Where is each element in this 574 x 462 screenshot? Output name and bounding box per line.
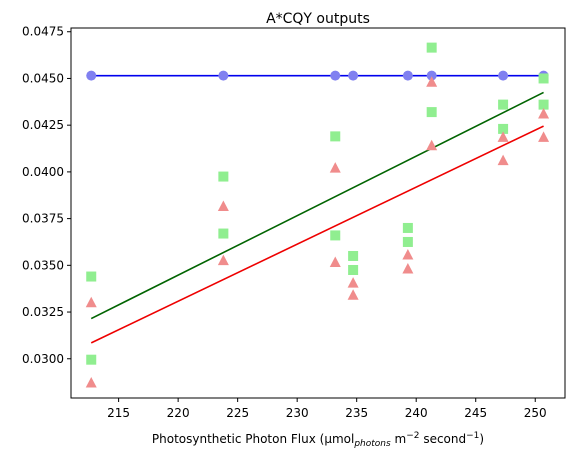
series-2-point (217, 254, 229, 266)
x-axis-label-suffix: ) (479, 432, 484, 446)
series-2-point (426, 76, 438, 87)
x-axis-label-mid2: second (420, 432, 467, 446)
series-1-point (348, 250, 359, 261)
x-tick-label: 250 (524, 406, 547, 420)
series-1-point (86, 271, 97, 282)
chart-title: A*CQY outputs (266, 11, 370, 27)
series-2-point (329, 162, 341, 173)
series-1-point (426, 107, 437, 118)
series-1-point (538, 99, 549, 110)
x-tick-label: 245 (464, 406, 487, 420)
series-1-point (218, 171, 229, 182)
series-2-point (497, 131, 509, 142)
series-0-point (218, 70, 229, 81)
x-axis-label-sup1: −2 (406, 431, 419, 441)
x-tick-label: 215 (107, 406, 130, 420)
y-tick-label: 0.0350 (22, 258, 64, 272)
x-tick-label: 240 (405, 406, 428, 420)
y-tick-label: 0.0450 (22, 71, 64, 85)
series-2-point (347, 289, 359, 300)
y-tick-label: 0.0325 (22, 305, 64, 319)
x-tick-label: 235 (345, 406, 368, 420)
y-tick-label: 0.0475 (22, 25, 64, 39)
series-2-point (329, 256, 341, 268)
series-1-point (538, 73, 549, 84)
x-axis-label: Photosynthetic Photon Flux (µmolphotons … (152, 431, 484, 449)
x-tick-label: 225 (226, 406, 249, 420)
series-2-point (426, 139, 438, 151)
series-0-point (348, 70, 359, 81)
x-axis-label-prefix: Photosynthetic Photon Flux (µmol (152, 432, 354, 446)
y-tick-label: 0.0425 (22, 118, 64, 132)
series-2-point (402, 263, 414, 274)
series-2-point (85, 296, 97, 308)
series-0-point (86, 70, 97, 81)
series-2-point (497, 154, 509, 166)
series-0-point (402, 70, 413, 81)
fit-line-1 (90, 91, 544, 320)
x-tick-label: 230 (286, 406, 309, 420)
fit-line-2 (90, 125, 544, 344)
x-tick-label: 220 (167, 406, 190, 420)
series-2-point (402, 249, 414, 260)
series-2-point (538, 107, 550, 119)
series-1-point (86, 354, 97, 365)
y-tick-label: 0.0300 (22, 352, 64, 366)
series-1-point (498, 123, 509, 134)
series-1-point (348, 264, 359, 275)
y-tick-label: 0.0400 (22, 165, 64, 179)
series-1-point (402, 222, 413, 233)
x-axis: 215 220 225 230 235 240 245 250 (107, 398, 547, 420)
series-2-point (217, 200, 229, 211)
x-axis-label-sup2: −1 (466, 431, 479, 441)
series-1-point (330, 131, 341, 142)
series-1-point (498, 99, 509, 110)
series-1-point (218, 228, 229, 239)
series-1-point (402, 236, 413, 247)
x-axis-label-sub: photons (353, 439, 391, 449)
plot-area-frame (70, 27, 566, 399)
plot-points (85, 42, 550, 388)
series-2-point (85, 377, 97, 388)
y-tick-label: 0.0375 (22, 212, 64, 226)
y-axis: 0.0300 0.0325 0.0350 0.0375 0.0400 0.0425 0.04… (22, 25, 71, 366)
series-2-point (538, 131, 550, 142)
series-0-point (426, 70, 437, 81)
series-1-point (330, 230, 341, 241)
plot-lines (90, 74, 544, 344)
series-0-point (498, 70, 509, 81)
series-2-point (347, 277, 359, 288)
x-axis-label-mid: m (391, 432, 407, 446)
series-1-point (426, 42, 437, 53)
series-0-point (330, 70, 341, 81)
